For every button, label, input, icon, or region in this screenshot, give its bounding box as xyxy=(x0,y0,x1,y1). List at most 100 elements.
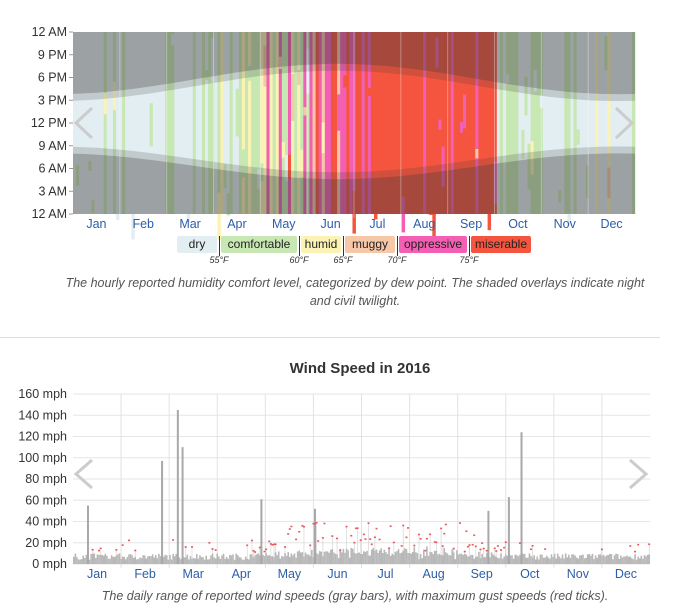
gust-tick xyxy=(471,543,474,546)
heatmap-column xyxy=(598,32,602,214)
heatmap-column xyxy=(109,32,114,214)
wind-bar xyxy=(115,549,117,556)
wind-spike-bar xyxy=(260,499,263,564)
gust-tick xyxy=(302,525,305,528)
wind-bar xyxy=(109,558,111,564)
wind-bar xyxy=(110,555,113,564)
wind-bar xyxy=(353,552,356,564)
wind-bar xyxy=(96,554,99,564)
gust-tick xyxy=(402,524,405,527)
wind-chart: Wind Speed in 2016 160 mph 140 mph 120 mph… xyxy=(18,360,651,581)
wind-bar xyxy=(498,558,501,564)
heatmap-column xyxy=(140,32,145,214)
wind-bar xyxy=(331,548,334,564)
wind-bar xyxy=(512,558,515,564)
wind-bar xyxy=(148,555,151,564)
heatmap-cell xyxy=(506,74,510,84)
gust-tick xyxy=(127,539,130,542)
wind-bar xyxy=(80,559,83,564)
heatmap-column xyxy=(158,32,163,214)
wind-bar xyxy=(115,555,118,564)
humidity-next-arrow-icon[interactable] xyxy=(614,106,635,140)
heatmap-cell xyxy=(607,167,611,199)
heatmap-column xyxy=(469,32,473,214)
wind-bar xyxy=(377,552,379,564)
heatmap-cell xyxy=(155,60,160,108)
morning-twilight-overlay xyxy=(73,146,635,180)
wind-bar xyxy=(153,557,155,564)
wind-bar xyxy=(440,554,442,564)
wind-bar xyxy=(309,556,312,564)
heatmap-column xyxy=(82,32,86,214)
wind-bar xyxy=(185,546,187,558)
wind-bar xyxy=(541,554,543,564)
heatmap-column xyxy=(435,32,439,214)
heatmap-column xyxy=(294,32,298,214)
heatmap-column xyxy=(291,32,295,214)
legend-threshold-tick xyxy=(469,236,470,256)
heatmap-cell xyxy=(241,149,246,178)
heatmap-cell xyxy=(373,204,378,220)
wind-bar xyxy=(602,554,605,564)
gust-tick xyxy=(479,548,482,551)
wind-bar xyxy=(569,557,572,564)
heatmap-column xyxy=(570,32,574,214)
wind-gusts xyxy=(91,521,651,553)
heatmap-cell xyxy=(604,36,608,71)
wind-bar xyxy=(637,556,639,564)
gust-tick xyxy=(252,549,255,552)
gust-tick xyxy=(531,544,534,547)
wind-prev-arrow-icon[interactable] xyxy=(73,458,93,490)
heatmap-column xyxy=(248,32,252,214)
wind-bar xyxy=(404,548,406,564)
heatmap-column xyxy=(410,32,415,214)
wind-bar xyxy=(411,552,414,564)
wind-bar xyxy=(421,558,423,564)
wind-bar xyxy=(575,557,578,564)
gust-tick xyxy=(518,542,521,544)
legend-threshold-label: 55°F xyxy=(209,255,229,265)
heatmap-cell xyxy=(459,122,464,133)
wind-bar xyxy=(191,546,193,559)
heatmap-column xyxy=(533,32,538,214)
wind-bar xyxy=(527,557,529,564)
wind-bar xyxy=(542,557,545,564)
heatmap-column xyxy=(162,32,166,214)
gust-tick xyxy=(263,550,266,553)
gust-tick xyxy=(121,544,124,546)
heatmap-column xyxy=(214,32,218,214)
wind-bar xyxy=(435,541,437,551)
wind-bar xyxy=(252,557,255,564)
wind-bar xyxy=(213,557,215,564)
gust-tick xyxy=(378,538,381,541)
wind-bar xyxy=(456,550,458,564)
x-tick-label: May xyxy=(278,567,302,581)
wind-bar xyxy=(255,554,258,564)
gust-tick xyxy=(463,550,466,553)
wind-bar xyxy=(247,559,250,564)
wind-spike-bar xyxy=(181,447,184,565)
gust-tick xyxy=(637,543,640,546)
heatmap-column xyxy=(318,32,323,214)
gust-tick xyxy=(392,541,395,544)
wind-bar xyxy=(134,556,137,564)
heatmap-column xyxy=(186,32,191,214)
humidity-prev-arrow-icon[interactable] xyxy=(73,106,94,140)
heatmap-column xyxy=(619,32,624,214)
heatmap-column xyxy=(506,32,510,214)
wind-bar xyxy=(505,541,507,555)
wind-bar xyxy=(580,555,583,564)
wind-spike-bar xyxy=(313,508,316,564)
wind-bar xyxy=(300,552,302,564)
gust-tick xyxy=(443,532,446,535)
heatmap-column xyxy=(327,32,332,214)
heatmap-cell xyxy=(226,193,231,216)
heatmap-cell xyxy=(106,110,111,156)
wind-bar xyxy=(312,556,315,564)
wind-next-arrow-icon[interactable] xyxy=(629,458,649,490)
wind-bar xyxy=(495,557,498,564)
legend-item-comfortable: comfortable xyxy=(221,236,297,253)
y-tick-label: 0 mph xyxy=(32,557,67,571)
heatmap-cell xyxy=(441,146,445,187)
y-tick-label: 6 PM xyxy=(38,71,67,85)
